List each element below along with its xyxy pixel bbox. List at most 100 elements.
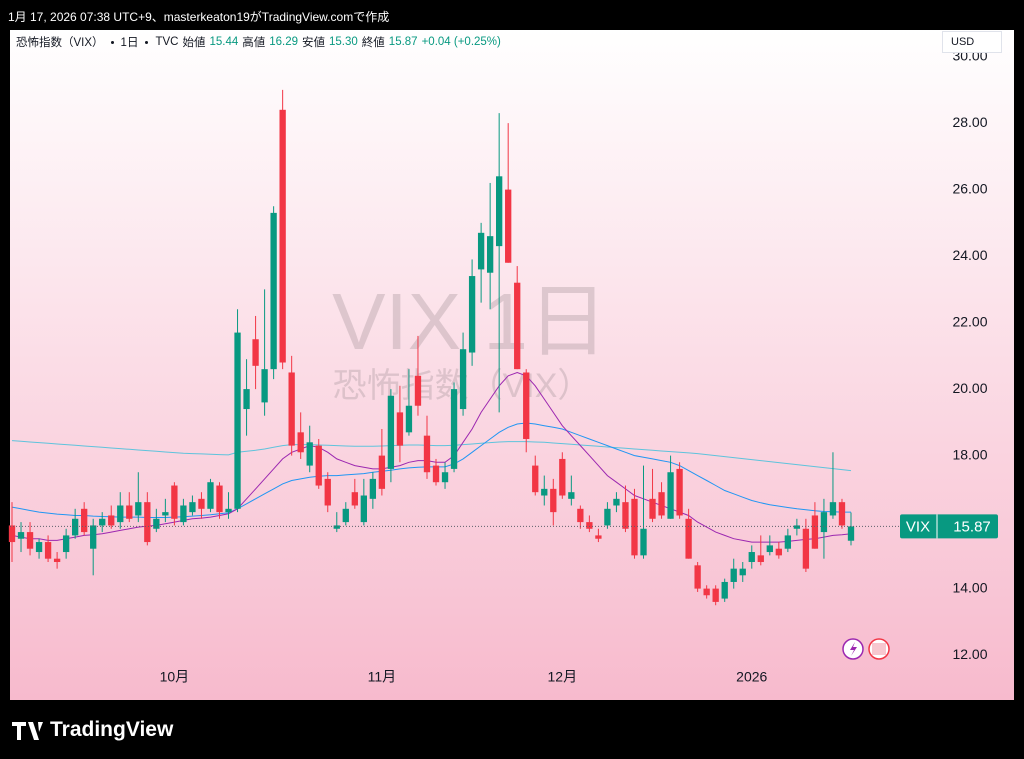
high-value: 16.29: [269, 36, 299, 48]
candle-body: [126, 505, 133, 519]
candle-body: [306, 442, 313, 466]
candle-body: [71, 518, 79, 536]
candle-body: [640, 528, 647, 556]
candle-body: [108, 515, 115, 526]
candle-body: [541, 488, 548, 496]
low-value: 15.30: [329, 36, 358, 48]
interval: 1日: [120, 37, 139, 49]
candle-body: [613, 498, 620, 506]
low-label: 安値: [302, 37, 326, 49]
event-icon-bolt: [850, 642, 857, 656]
candle-body: [432, 465, 440, 483]
candle-body: [162, 512, 169, 516]
candle-body: [477, 232, 485, 270]
candle-body: [387, 395, 395, 469]
y-tick-label: 18.00: [952, 446, 987, 462]
candle-body: [649, 498, 656, 519]
candle-body: [486, 236, 494, 273]
y-tick-label: 20.00: [952, 380, 987, 396]
candle-body: [81, 508, 88, 533]
candle-body: [378, 455, 386, 489]
candle-body: [595, 535, 602, 539]
candle-body: [505, 189, 512, 263]
candle-body: [721, 581, 728, 599]
candle-body: [631, 498, 638, 556]
x-tick-label: 2026: [736, 669, 767, 685]
price-tag-value: 15.87: [953, 518, 991, 535]
price-tag-symbol: VIX: [906, 518, 930, 535]
plot: 12.0014.0016.0018.0020.0022.0024.0026.00…: [8, 47, 998, 685]
y-tick-label: 24.00: [952, 247, 987, 263]
brand-logo: [12, 722, 43, 740]
candle-body: [270, 212, 277, 370]
candle-body: [189, 502, 196, 513]
candle-body: [261, 369, 268, 403]
candle-body: [171, 485, 178, 519]
candle-body: [577, 508, 584, 523]
source: TVC: [155, 36, 179, 48]
candle-body: [568, 492, 575, 499]
candle-body: [234, 332, 241, 509]
separator: [145, 40, 149, 44]
candle-body: [351, 492, 358, 506]
candle-body: [180, 505, 187, 523]
candle-body: [252, 339, 259, 366]
moving-average-line: [11, 440, 852, 472]
open-label: 始値: [182, 37, 206, 49]
candle-body: [207, 482, 214, 509]
candle-body: [459, 349, 467, 410]
candle-body: [333, 525, 340, 529]
candle-body: [829, 502, 837, 516]
candle-body: [279, 109, 286, 363]
candle-body: [703, 588, 710, 596]
brand-name: TradingView: [50, 718, 174, 741]
symbol-name: 恐怖指数（VIX）: [16, 37, 104, 49]
candle-body: [748, 552, 755, 563]
candle-body: [550, 488, 557, 513]
candle-body: [135, 502, 142, 516]
candle-body: [144, 502, 151, 543]
candle-body: [369, 478, 377, 499]
flag-icon: [872, 643, 886, 655]
close-label: 終値: [361, 37, 385, 49]
candle-body: [775, 548, 782, 556]
chart-background: [10, 30, 1014, 700]
candle-body: [847, 526, 855, 541]
price-tag: [900, 514, 998, 539]
candle-body: [324, 478, 331, 506]
candle-body: [838, 502, 846, 526]
candle-body: [315, 445, 322, 486]
candle-body: [288, 372, 295, 446]
candle-body: [730, 568, 737, 582]
candle-body: [811, 515, 819, 549]
candle-body: [198, 498, 205, 509]
candle-body: [243, 389, 250, 410]
candle-body: [423, 435, 431, 473]
y-tick-label: 28.00: [952, 114, 987, 130]
close-value: 15.87: [388, 36, 418, 48]
candle-body: [44, 542, 52, 559]
caption: 1月 17, 2026 07:38 UTC+9、masterkeaton19がT…: [8, 10, 390, 24]
separator: [110, 40, 114, 44]
candle-body: [216, 485, 223, 513]
x-tick-label: 12月: [548, 669, 578, 685]
candle-body: [694, 565, 701, 589]
candle-body: [532, 465, 539, 493]
candle-body: [658, 492, 665, 516]
candle-body: [62, 535, 70, 553]
candle-body: [820, 512, 828, 533]
high-label: 高値: [242, 37, 266, 49]
candle-body: [496, 176, 503, 247]
candle-body: [26, 532, 34, 549]
x-tick-label: 11月: [368, 669, 397, 685]
candle-body: [523, 372, 530, 439]
moving-average-line: [11, 371, 852, 543]
currency-button[interactable]: USD: [942, 31, 1002, 53]
candle-body: [685, 518, 692, 559]
candle-body: [53, 558, 61, 563]
candle-body: [622, 502, 629, 529]
candle-body: [99, 518, 106, 526]
y-tick-label: 26.00: [952, 180, 987, 196]
